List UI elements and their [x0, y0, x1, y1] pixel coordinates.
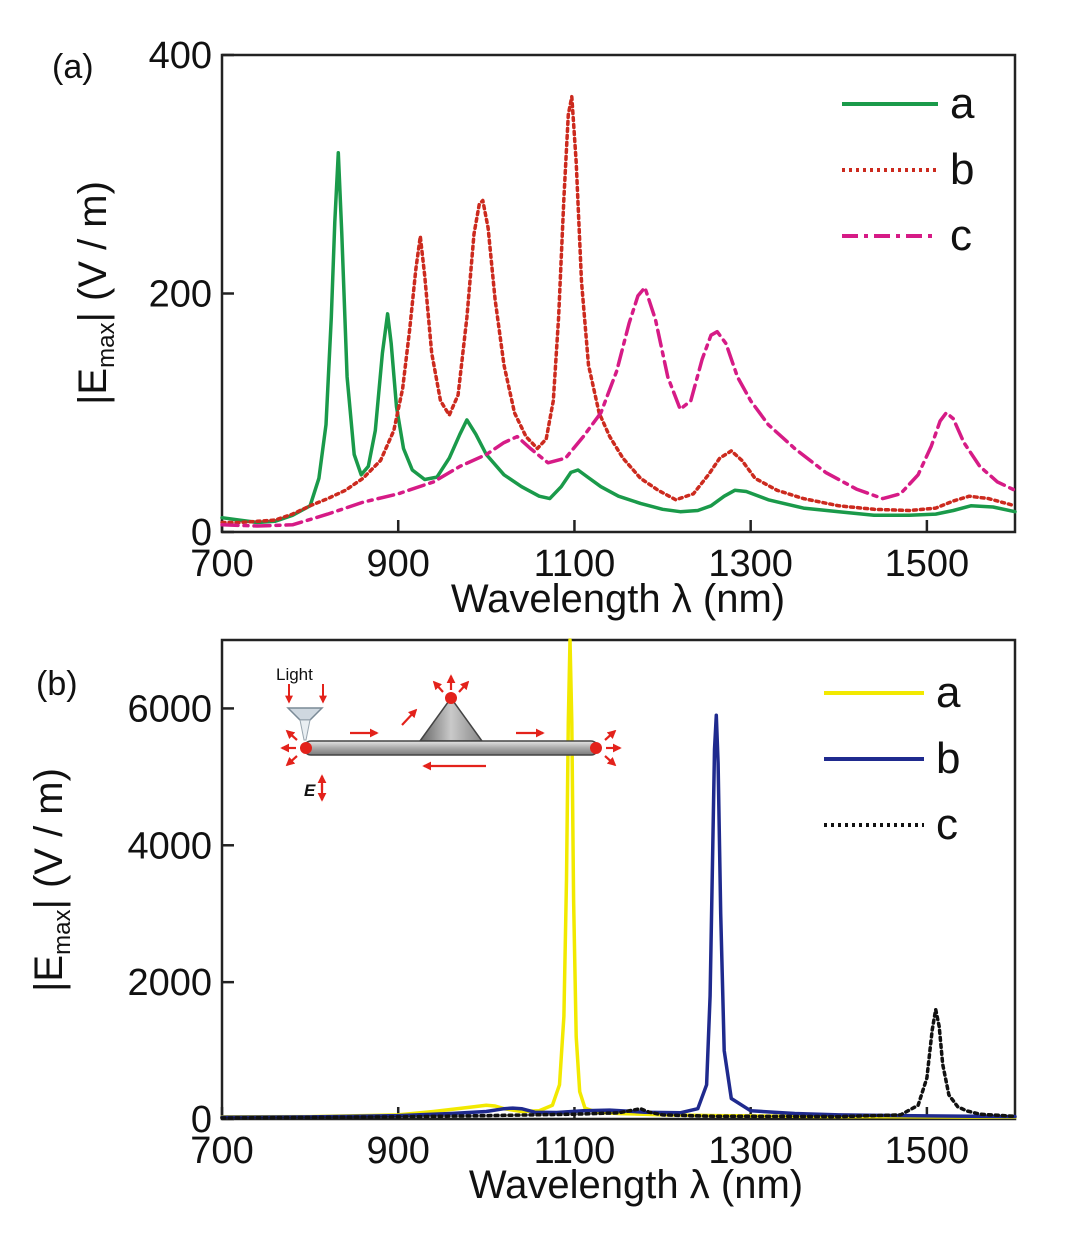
panel-b-label: (b) [36, 665, 78, 703]
y-tick-label: 2000 [127, 962, 212, 1004]
x-tick-label: 1500 [885, 543, 970, 585]
legend-label-a: a [950, 79, 975, 128]
inset-emission-arrow [604, 729, 617, 741]
panel-a-x-axis-label: Wavelength λ (nm) [451, 577, 785, 621]
inset-emission-arrow [432, 680, 444, 693]
x-tick-label: 1500 [885, 1130, 970, 1172]
inset-field-label: E [304, 781, 316, 800]
inset-emission-arrow [285, 755, 298, 767]
legend-label-c: c [950, 211, 972, 260]
inset-emission-arrow [458, 680, 470, 693]
panel-a-ticks: 700 900 1100 1300 1500 0 200 400 [149, 35, 970, 585]
inset-hotspot-tip [445, 692, 457, 704]
inset-emission-arrow [285, 729, 298, 741]
panel-b-y-axis-label-sub: max [49, 910, 76, 955]
inset-propagation-arrow [401, 708, 418, 726]
panel-a-y-axis-label-prefix: |E [71, 368, 115, 405]
inset-nanotriangle [418, 696, 484, 742]
legend-label-b: b [936, 734, 960, 783]
series-line-a [220, 151, 1017, 525]
inset-light-beam [299, 719, 311, 741]
series-line-c [220, 285, 1017, 528]
panel-b: (b) 700 900 1100 1300 1500 0 2000 4000 6000 Wave… [27, 638, 1017, 1207]
panel-b-plot-frame [220, 638, 1017, 1121]
panel-b-ticks: 700 900 1100 1300 1500 0 2000 4000 6000 [127, 688, 969, 1172]
legend-label-a: a [936, 668, 961, 717]
x-tick-label: 900 [367, 543, 430, 585]
series-line-a [220, 638, 1017, 1120]
x-tick-label: 1300 [708, 543, 793, 585]
panel-a-plot-frame [220, 53, 1017, 534]
y-tick-label: 200 [149, 274, 212, 316]
inset-emission-arrow [604, 755, 617, 767]
panel-a-label: (a) [52, 48, 94, 86]
x-tick-label: 900 [367, 1130, 430, 1172]
panel-b-y-axis-label-prefix: |E [27, 955, 71, 992]
series-line-b [220, 94, 1017, 525]
y-tick-label: 0 [191, 512, 212, 554]
x-tick-label: 700 [190, 543, 253, 585]
x-tick-label: 1300 [708, 1130, 793, 1172]
panel-b-y-axis-label: |Emax| (V / m) [27, 768, 76, 992]
inset-hotspot-left [300, 742, 312, 754]
panel-a-y-axis-label-sub: max [93, 323, 120, 368]
inset-hotspot-right [590, 742, 602, 754]
legend-label-b: b [950, 145, 974, 194]
inset-light-label: Light [276, 665, 313, 684]
panel-a-series [220, 94, 1017, 528]
x-tick-label: 1100 [534, 1130, 616, 1172]
panel-b-y-axis-label-suffix: | (V / m) [27, 768, 71, 909]
panel-a-y-axis-label: |Emax| (V / m) [71, 181, 120, 405]
panel-b-series [220, 638, 1017, 1120]
x-tick-label: 700 [190, 1130, 253, 1172]
y-tick-label: 4000 [127, 825, 212, 867]
inset-emission-arrows [280, 674, 622, 802]
series-line-c [220, 1007, 1017, 1120]
legend-label-c: c [936, 800, 958, 849]
panel-a-y-axis-label-suffix: | (V / m) [71, 181, 115, 322]
series-line-b [220, 713, 1017, 1120]
panel-b-x-axis-label: Wavelength λ (nm) [469, 1163, 803, 1207]
inset-schematic: Light [276, 665, 622, 802]
inset-lens [286, 707, 324, 721]
panel-a-legend: abc [842, 79, 975, 260]
y-tick-label: 400 [149, 35, 212, 77]
y-tick-label: 6000 [127, 688, 212, 730]
x-tick-label: 1100 [534, 543, 616, 585]
panel-a: (a) 700 900 1100 1300 1500 0 200 400 Wavelength… [52, 35, 1017, 621]
inset-nanorod [303, 740, 599, 756]
y-tick-label: 0 [191, 1099, 212, 1141]
panel-b-legend: abc [824, 668, 961, 849]
